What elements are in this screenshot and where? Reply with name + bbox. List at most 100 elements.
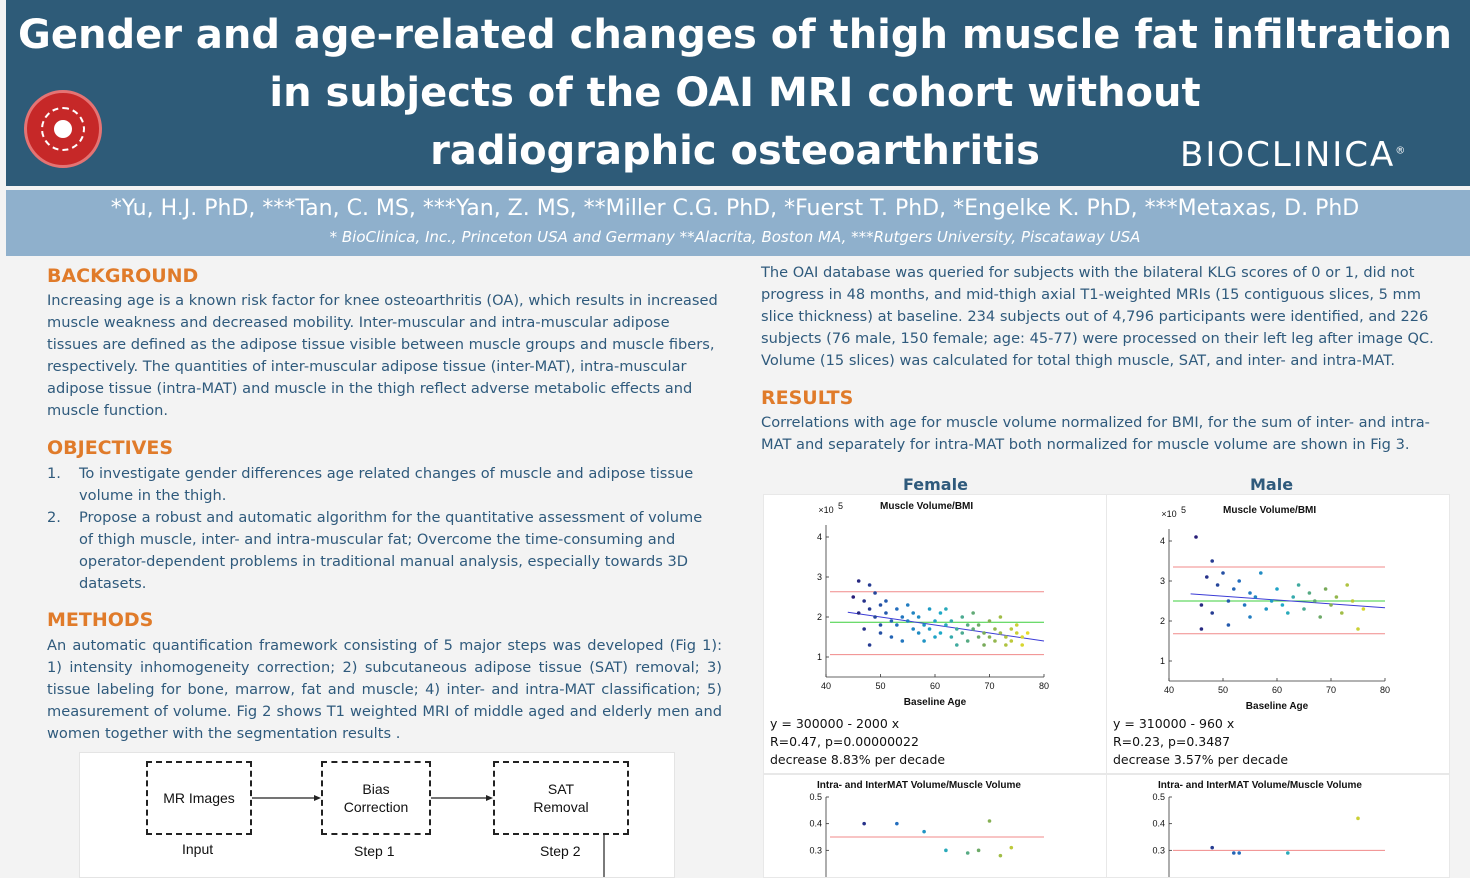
x-axis-label: Baseline Age xyxy=(904,697,967,708)
data-point xyxy=(998,631,1003,635)
data-point xyxy=(1210,559,1214,563)
data-point xyxy=(1237,579,1241,583)
data-point xyxy=(927,627,932,631)
male-muscle-scatter: 1 2 3 4 40 50 60 70 80 Baseline Age ×10 5 xyxy=(1160,505,1390,712)
background-text: Increasing age is a known risk factor fo… xyxy=(47,292,718,419)
data-point xyxy=(884,611,888,615)
objectives-list: 1. To investigate gender differences age … xyxy=(47,463,717,595)
data-point xyxy=(1345,583,1349,587)
data-point xyxy=(1313,599,1317,603)
data-point xyxy=(878,603,883,607)
data-point xyxy=(998,615,1003,619)
input-label: Input xyxy=(182,841,214,857)
y-tick-label: 3 xyxy=(817,572,822,582)
data-point xyxy=(1334,595,1339,599)
brand-mark: ® xyxy=(1395,145,1408,157)
data-point xyxy=(1020,643,1024,647)
male-decrease: decrease 3.57% per decade xyxy=(1113,752,1289,767)
data-point xyxy=(1232,587,1236,591)
data-point xyxy=(1009,639,1014,643)
data-point xyxy=(873,615,877,619)
data-point xyxy=(1302,607,1306,611)
data-point xyxy=(1009,627,1014,631)
data-point xyxy=(1275,587,1279,591)
x-tick-label: 60 xyxy=(1272,685,1282,695)
y-tick-label: 0.3 xyxy=(1152,845,1165,855)
data-point xyxy=(878,623,883,627)
data-point xyxy=(1004,643,1008,647)
data-point xyxy=(982,631,986,635)
step1-label: Step 1 xyxy=(354,843,395,859)
data-point xyxy=(1248,615,1252,619)
data-point xyxy=(976,635,981,639)
x-tick-label: 40 xyxy=(821,681,831,691)
data-point xyxy=(1221,571,1225,575)
data-point xyxy=(971,627,975,631)
data-point xyxy=(1194,535,1198,539)
data-point xyxy=(862,599,866,603)
data-point xyxy=(889,619,894,623)
brand-name: BIOCLINICA xyxy=(1180,135,1396,175)
data-point xyxy=(922,829,926,834)
data-point xyxy=(933,635,937,639)
data-point xyxy=(1259,571,1263,575)
data-point xyxy=(955,627,959,631)
female-stats: y = 300000 - 2000 x R=0.47, p=0.00000022… xyxy=(770,715,945,769)
data-point xyxy=(922,639,926,643)
results-text: Correlations with age for muscle volume … xyxy=(761,414,1430,453)
pipeline-diagram: MR Images Bias Correction SAT Removal Inpu… xyxy=(79,752,675,878)
male-regression-eq: y = 310000 - 960 x xyxy=(1113,716,1235,731)
data-point xyxy=(1248,591,1252,595)
data-point xyxy=(965,623,970,627)
data-point xyxy=(922,623,926,627)
y-tick-label: 1 xyxy=(1160,656,1165,666)
y-multiplier-exponent: 5 xyxy=(838,501,843,511)
data-point xyxy=(976,848,981,853)
data-point xyxy=(944,848,948,853)
data-point xyxy=(944,623,948,627)
data-point xyxy=(900,615,905,619)
data-point xyxy=(987,619,992,623)
data-point xyxy=(895,623,899,627)
methods-data-text: The OAI database was queried for subject… xyxy=(761,264,1434,369)
y-tick-label: 0.3 xyxy=(809,845,822,855)
data-point xyxy=(1269,599,1274,603)
y-tick-label: 2 xyxy=(1160,616,1165,626)
data-point xyxy=(976,623,981,627)
data-point xyxy=(1329,603,1333,607)
y-tick-label: 0.4 xyxy=(1152,819,1165,829)
data-point xyxy=(1226,599,1231,603)
methods-heading: METHODS xyxy=(47,609,154,631)
data-point xyxy=(987,819,992,823)
data-point xyxy=(889,635,894,639)
female-heading: Female xyxy=(903,475,968,494)
data-point xyxy=(1205,575,1209,579)
data-point xyxy=(1242,603,1247,607)
objective-text: Propose a robust and automatic algorithm… xyxy=(79,509,703,592)
data-point xyxy=(916,615,921,619)
male-stats: y = 310000 - 960 x R=0.23, p=0.3487 decr… xyxy=(1113,715,1288,769)
data-point xyxy=(1226,623,1231,627)
data-point xyxy=(1323,587,1328,591)
authors-bar xyxy=(6,190,1470,256)
data-point xyxy=(965,851,970,855)
female-muscle-plot-panel: Muscle Volume/BMI 1 2 3 4 40 50 60 70 80 Baseline… xyxy=(763,494,1107,774)
data-point xyxy=(873,591,877,595)
data-point xyxy=(884,599,888,603)
y-tick-label: 0.5 xyxy=(1152,792,1165,802)
data-point xyxy=(1009,845,1014,850)
poster-title-line-1: Gender and age-related changes of thigh … xyxy=(18,12,1452,58)
data-point xyxy=(938,631,943,635)
male-muscle-plot-title: Muscle Volume/BMI xyxy=(1223,505,1317,516)
data-point xyxy=(856,611,861,615)
y-multiplier-label: ×10 xyxy=(818,505,833,515)
bias-correction-label: Bias Correction xyxy=(343,781,409,815)
regression-line xyxy=(1190,593,1386,609)
data-point xyxy=(895,607,899,611)
data-point xyxy=(1356,816,1360,821)
female-mat-plot-title: Intra- and InterMAT Volume/Muscle Volume xyxy=(817,780,1021,791)
data-point xyxy=(982,643,986,647)
data-point xyxy=(911,627,915,631)
methods-text: An automatic quantification framework co… xyxy=(47,637,722,742)
y-tick-label: 0.4 xyxy=(809,819,822,829)
